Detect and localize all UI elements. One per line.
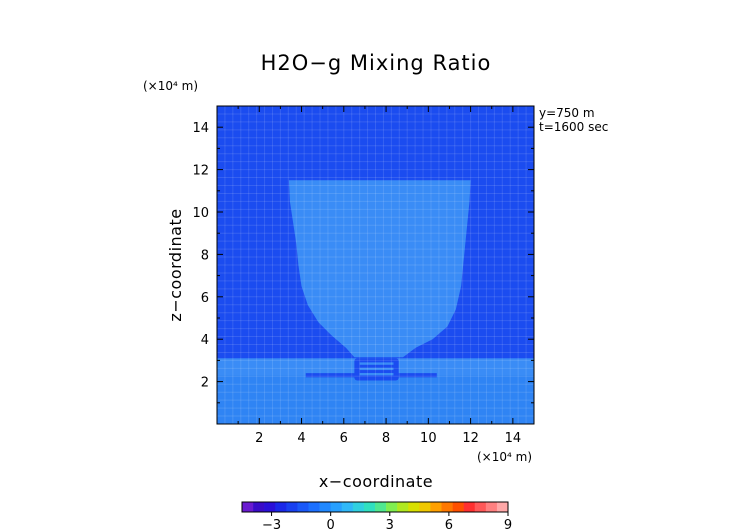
y-tick-label: 2 (201, 376, 209, 391)
x-tick-label: 8 (382, 431, 390, 446)
colorbar-swatch (253, 502, 265, 512)
field-cell-core (354, 358, 399, 381)
field-inner-lower-layer (217, 375, 534, 424)
colorbar-tick-label: −3 (262, 518, 281, 532)
y-tick-label: 12 (192, 164, 209, 179)
colorbar-swatch (408, 502, 420, 512)
colorbar-swatch (330, 502, 343, 512)
y-tick-label: 14 (192, 121, 209, 136)
x-axis-unit: (×10⁴ m) (477, 450, 532, 464)
cell-core-stripe (359, 367, 394, 371)
colorbar-swatch (496, 502, 509, 512)
colorbar-swatch (463, 502, 476, 512)
colorbar-swatch (485, 502, 498, 512)
y-tick-label: 6 (201, 291, 209, 306)
colorbar-tick-label: 9 (504, 518, 512, 532)
annotation-time: t=1600 sec (539, 120, 608, 134)
colorbar-swatch (363, 502, 376, 512)
y-axis-unit: (×10⁴ m) (143, 79, 198, 93)
colorbar-swatch (286, 502, 298, 512)
colorbar-tick-label: 3 (386, 518, 394, 532)
colorbar-swatch (341, 502, 354, 512)
colorbar-swatch (308, 502, 320, 512)
x-tick-label: 6 (340, 431, 348, 446)
x-tick-label: 10 (420, 431, 437, 446)
chart-title: H2O−g Mixing Ratio (261, 51, 492, 75)
colorbar-frame (241, 501, 509, 513)
colorbar-swatch (242, 502, 254, 512)
colorbar-swatch (441, 502, 453, 512)
x-tick-label: 14 (505, 431, 522, 446)
field-plume (288, 180, 471, 358)
colorbar-swatch (474, 502, 487, 512)
cell-core-stripe (359, 372, 394, 376)
field-grid-lines (217, 106, 534, 424)
plot-frame (216, 105, 535, 425)
x-tick-label: 12 (462, 431, 479, 446)
colorbar-swatch (319, 502, 331, 512)
colorbar-swatch (419, 502, 431, 512)
heatmap-field (217, 106, 534, 424)
x-axis-ticks: 2 4 6 8 10 12 14 (237, 106, 522, 446)
y-tick-label: 4 (201, 333, 209, 348)
colorbar-swatch (430, 502, 442, 512)
y-tick-label: 10 (192, 206, 209, 221)
colorbar-swatch (275, 502, 287, 512)
colorbar-swatch (264, 502, 276, 512)
x-axis-label: x−coordinate (319, 472, 433, 491)
x-tick-label: 2 (255, 431, 263, 446)
colorbar-swatch (386, 502, 398, 512)
colorbar-swatch (352, 502, 365, 512)
colorbar-tick-label: 0 (327, 518, 335, 532)
colorbar-swatch (297, 502, 309, 512)
annotation-y-position: y=750 m (539, 106, 595, 120)
x-tick-label: 4 (297, 431, 305, 446)
colorbar-ticks: −3 0 3 6 9 (262, 512, 512, 532)
cell-core-stripe (359, 362, 394, 365)
colorbar-swatch (375, 502, 387, 512)
colorbar-swatch (452, 502, 464, 512)
y-axis-label: z−coordinate (166, 208, 185, 321)
y-axis-ticks: 2 4 6 8 10 12 14 (192, 121, 534, 404)
colorbar (241, 501, 509, 513)
colorbar-tick-label: 6 (445, 518, 453, 532)
colorbar-swatch (397, 502, 409, 512)
y-tick-label: 8 (201, 248, 209, 263)
